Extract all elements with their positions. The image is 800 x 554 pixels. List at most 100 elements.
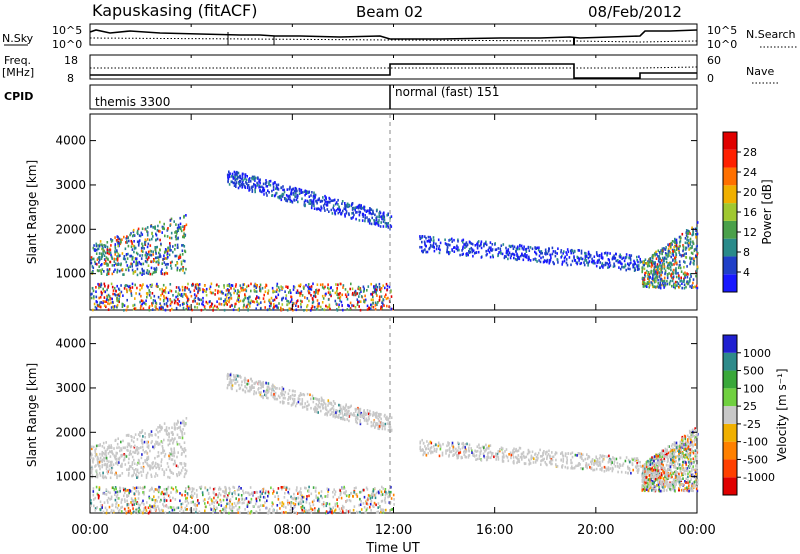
echo-cell: [212, 487, 215, 491]
echo-cell: [100, 301, 102, 304]
echo-cell: [175, 486, 177, 489]
echo-cell: [167, 246, 169, 250]
echo-cell: [263, 389, 265, 393]
echo-cell: [154, 501, 156, 505]
echo-cell: [138, 260, 140, 264]
echo-cell: [99, 508, 102, 512]
echo-cell: [321, 199, 323, 203]
echo-cell: [171, 426, 173, 429]
echo-cell: [134, 451, 137, 454]
echo-cell: [316, 207, 319, 211]
echo-cell: [171, 260, 173, 264]
echo-cell: [220, 303, 223, 306]
echo-cell: [107, 269, 110, 273]
echo-cell: [121, 302, 124, 306]
echo-cell: [682, 244, 684, 247]
echo-cell: [580, 249, 583, 253]
echo-cell: [238, 486, 241, 490]
echo-cell: [512, 247, 515, 250]
echo-cell: [95, 485, 98, 489]
echo-cell: [438, 251, 441, 255]
echo-cell: [295, 304, 297, 307]
echo-cell: [150, 260, 153, 264]
echo-cell: [103, 244, 105, 247]
echo-cell: [101, 291, 103, 295]
echo-cell: [316, 283, 319, 286]
echo-cell: [205, 287, 208, 291]
echo-cell: [249, 295, 251, 299]
echo-cell: [244, 293, 246, 296]
echo-cell: [110, 463, 113, 467]
echo-cell: [156, 229, 159, 232]
echo-cell: [389, 424, 391, 427]
echo-cell: [693, 249, 696, 253]
echo-cell: [571, 259, 574, 263]
echo-cell: [348, 203, 351, 207]
echo-cell: [98, 265, 100, 268]
echo-cell: [115, 487, 117, 491]
echo-cell: [229, 172, 231, 175]
echo-cell: [491, 243, 494, 246]
echo-cell: [603, 252, 606, 255]
echo-cell: [337, 296, 339, 300]
echo-cell: [148, 489, 151, 492]
echo-cell: [148, 238, 151, 242]
echo-cell: [271, 189, 273, 193]
echo-cell: [383, 304, 385, 307]
echo-cell: [335, 413, 338, 416]
echo-cell: [135, 257, 137, 261]
echo-cell: [644, 284, 647, 288]
echo-cell: [97, 460, 99, 464]
nave-label: Nave: [746, 65, 774, 78]
echo-cell: [157, 505, 159, 508]
echo-cell: [345, 494, 348, 498]
echo-cell: [103, 463, 106, 467]
echo-cell: [240, 497, 243, 501]
echo-cell: [560, 250, 562, 254]
echo-cell: [690, 286, 693, 289]
echo-cell: [168, 511, 171, 514]
echo-cell: [523, 245, 525, 249]
echo-cell: [204, 486, 206, 490]
echo-cell: [353, 414, 355, 417]
echo-cell: [134, 246, 137, 250]
echo-cell: [138, 234, 141, 237]
echo-cell: [372, 411, 375, 414]
echo-cell: [282, 511, 285, 514]
echo-cell: [355, 211, 357, 214]
echo-cell: [120, 465, 122, 468]
echo-cell: [690, 251, 693, 255]
echo-cell: [167, 475, 169, 479]
echo-cell: [110, 460, 112, 464]
echo-cell: [178, 286, 180, 289]
echo-cell: [457, 246, 459, 249]
echo-cell: [145, 271, 148, 275]
echo-cell: [181, 448, 184, 451]
echo-cell: [165, 428, 168, 431]
echo-cell: [366, 498, 369, 502]
echo-cell: [107, 490, 110, 494]
echo-cell: [110, 450, 112, 454]
echo-cell: [106, 508, 108, 512]
echo-cell: [358, 408, 360, 411]
echo-cell: [140, 431, 142, 434]
echo-cell: [205, 300, 208, 304]
echo-cell: [169, 302, 172, 306]
echo-cell: [650, 269, 653, 273]
echo-cell: [153, 445, 156, 449]
echo-cell: [343, 506, 345, 509]
echo-cell: [338, 303, 340, 307]
echo-cell: [136, 507, 139, 511]
echo-cell: [339, 404, 342, 407]
echo-cell: [136, 286, 138, 290]
echo-cell: [336, 309, 339, 312]
echo-cell: [153, 226, 156, 229]
echo-cell: [276, 288, 278, 292]
echo-cell: [118, 242, 121, 245]
echo-cell: [166, 250, 169, 254]
echo-cell: [662, 283, 665, 287]
echo-cell: [327, 490, 329, 493]
echo-cell: [225, 302, 227, 305]
echo-cell: [380, 500, 383, 503]
